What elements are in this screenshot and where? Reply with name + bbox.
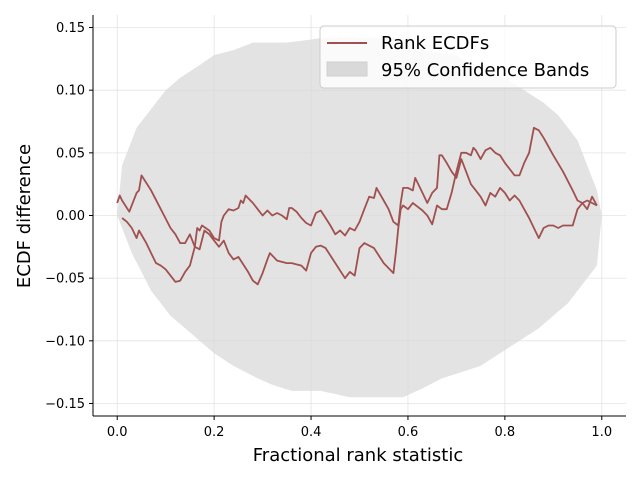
x-tick-label: 0.0 [107,425,128,440]
y-tick-label: 0.15 [56,21,85,36]
confidence-band [117,37,602,398]
legend: Rank ECDFs 95% Confidence Bands [319,25,617,89]
y-tick-label: −0.15 [45,397,85,412]
y-tick-label: −0.10 [45,334,85,349]
legend-label-ecdf: Rank ECDFs [381,33,489,54]
rank-ecdf-line-1 [116,126,598,286]
legend-frame [319,25,617,89]
x-tick-label: 0.6 [398,425,419,440]
y-tick-label: 0.05 [56,146,85,161]
y-tick-label: 0.00 [56,209,85,224]
x-tick-label: 0.2 [204,425,225,440]
legend-label-band: 95% Confidence Bands [381,60,589,81]
band-layer [117,37,602,398]
x-tick-label: 0.4 [301,425,322,440]
legend-band-swatch [326,61,368,77]
y-axis-label: ECDF difference [14,144,35,288]
x-axis-label: Fractional rank statistic [253,445,463,466]
series-layer [116,126,598,286]
rank-ecdf-line-2 [121,154,598,283]
x-tick-label: 1.0 [591,425,612,440]
y-tick-label: 0.10 [56,84,85,99]
ticks-layer: 0.0 0.2 0.4 0.6 0.8 1.0 0.15 0.10 0.05 0.00 −0.05 −… [45,21,612,440]
x-tick-label: 0.8 [495,425,516,440]
y-tick-label: −0.05 [45,272,85,287]
